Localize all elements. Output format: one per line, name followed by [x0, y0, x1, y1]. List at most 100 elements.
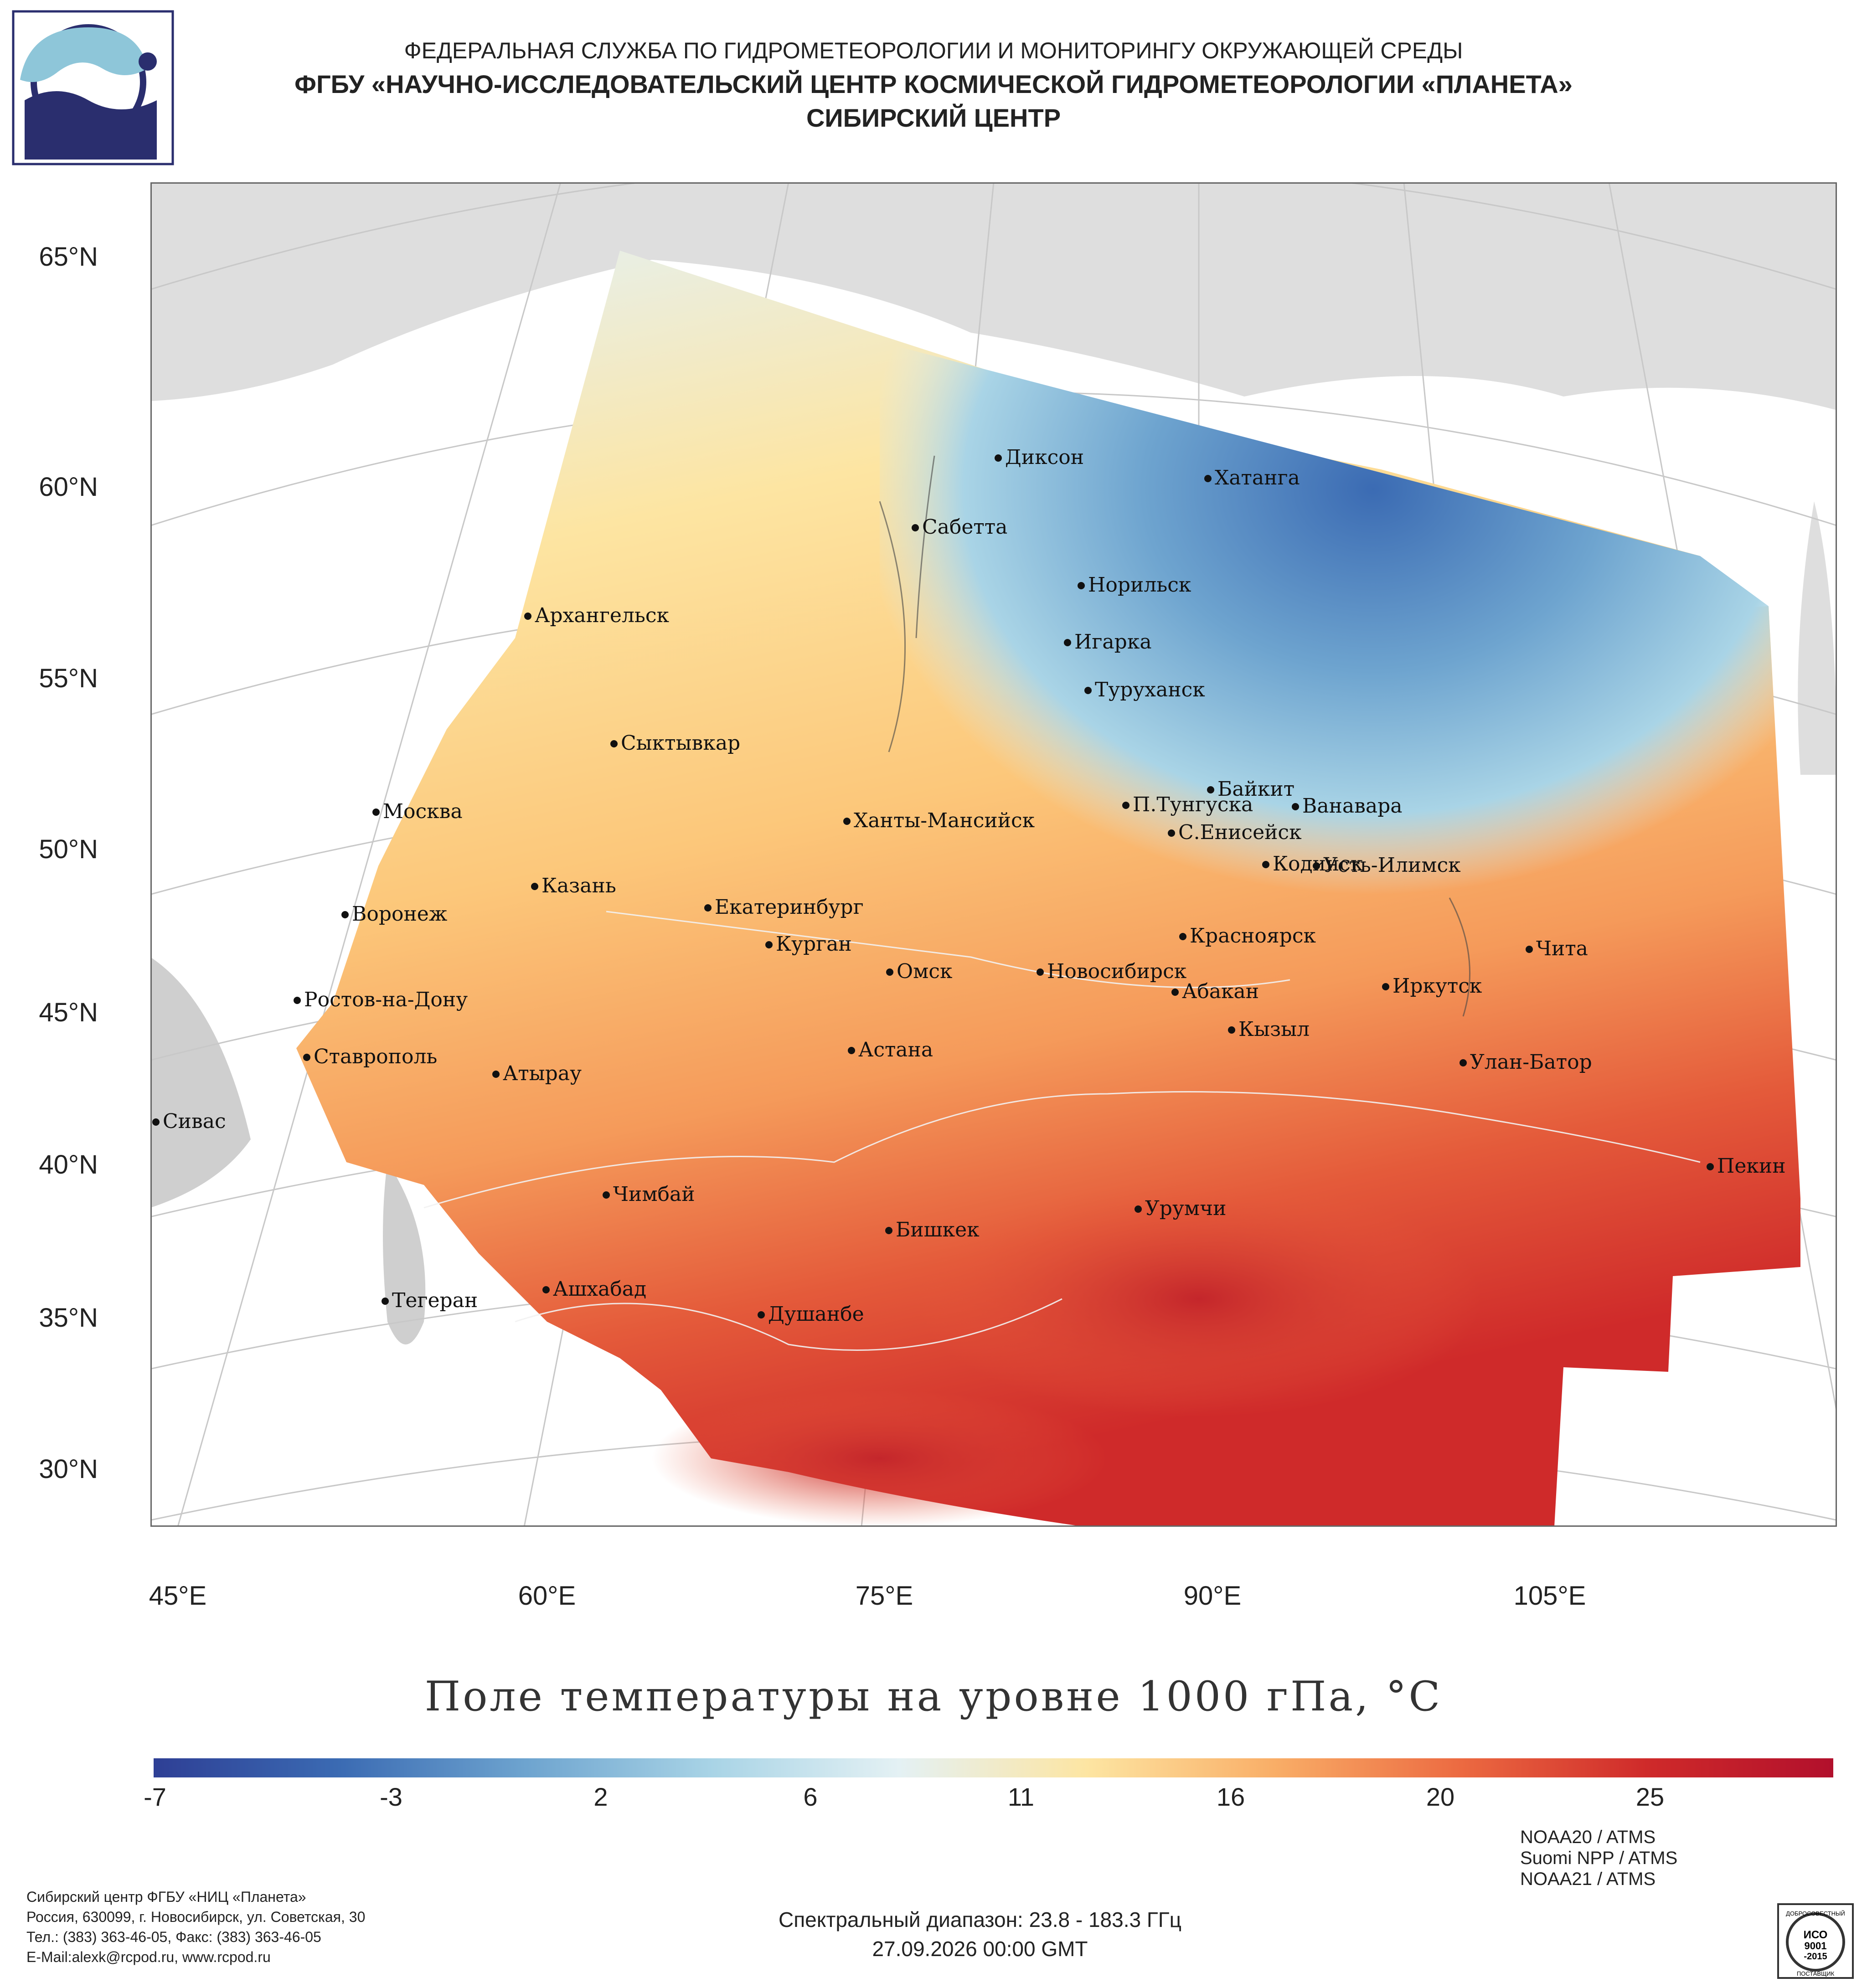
city-kazan: Казань: [531, 874, 616, 897]
city-khanty-mansiysk: Ханты-Мансийск: [843, 809, 1035, 832]
city-sabetta: Сабетта: [912, 515, 1007, 539]
colorbar-label: 11: [1007, 1782, 1035, 1811]
svg-text:Иркутск: Иркутск: [1393, 974, 1482, 998]
svg-text:Красноярск: Красноярск: [1190, 924, 1316, 948]
city-moskva: Москва: [372, 800, 463, 823]
svg-text:С.Енисейск: С.Енисейск: [1178, 821, 1302, 844]
city-dushanbe: Душанбе: [758, 1303, 864, 1326]
colorbar-label: 20: [1426, 1782, 1455, 1811]
city-ashkhabad: Ашхабад: [542, 1277, 646, 1301]
svg-text:Атырау: Атырау: [503, 1062, 582, 1085]
svg-text:Архангельск: Архангельск: [535, 604, 669, 627]
city-stavropol: Ставрополь: [303, 1045, 437, 1068]
svg-text:Ростов-на-Дону: Ростов-на-Дону: [304, 988, 468, 1011]
instrument: Suomi NPP / ATMS: [1520, 1848, 1678, 1868]
instrument-list: NOAA20 / ATMS Suomi NPP / ATMS NOAA21 / …: [1520, 1827, 1677, 1890]
svg-text:Улан-Батор: Улан-Батор: [1470, 1051, 1592, 1074]
svg-text:Кызыл: Кызыл: [1238, 1018, 1310, 1041]
footer-line: Тел.: (383) 363-46-05, Факс: (383) 363-4…: [26, 1929, 321, 1945]
city-s-eniseysk: С.Енисейск: [1168, 821, 1302, 844]
lat-label-50: 50°N: [39, 834, 98, 864]
svg-text:Ставрополь: Ставрополь: [314, 1045, 437, 1068]
city-syktyvkar: Сыктывкар: [610, 731, 740, 755]
lat-label-65: 65°N: [39, 242, 98, 272]
city-kyzyl: Кызыл: [1228, 1018, 1310, 1041]
colorbar-label: -7: [144, 1782, 166, 1811]
city-igarka: Игарка: [1064, 630, 1152, 654]
instrument: NOAA21 / ATMS: [1520, 1869, 1656, 1889]
city-turukhansk: Туруханск: [1084, 678, 1205, 701]
lat-label-30: 30°N: [39, 1454, 98, 1484]
svg-text:ИСО: ИСО: [1804, 1929, 1828, 1941]
city-ekaterinburg: Екатеринбург: [704, 896, 864, 919]
svg-text:Чита: Чита: [1536, 937, 1588, 960]
svg-text:Казань: Казань: [542, 874, 616, 897]
lat-label-55: 55°N: [39, 664, 98, 693]
svg-text:Игарка: Игарка: [1074, 630, 1152, 654]
lat-label-40: 40°N: [39, 1150, 98, 1179]
city-bishkek: Бишкек: [885, 1218, 980, 1241]
svg-text:Ашхабад: Ашхабад: [553, 1277, 646, 1301]
spectral-range: Спектральный диапазон: 23.8 - 183.3 ГГц: [778, 1908, 1182, 1931]
svg-text:Екатеринбург: Екатеринбург: [715, 896, 864, 919]
svg-text:9001: 9001: [1805, 1940, 1827, 1952]
city-rostov-na-donu: Ростов-на-Дону: [294, 988, 468, 1011]
lon-label-60: 60°E: [518, 1581, 576, 1611]
colorbar-label: 6: [803, 1782, 818, 1811]
svg-text:Москва: Москва: [383, 800, 463, 823]
city-vanavara: Ванавара: [1292, 794, 1403, 818]
city-chimbay: Чимбай: [603, 1183, 695, 1206]
city-norilsk: Норильск: [1078, 573, 1191, 597]
colorbar: [154, 1758, 1833, 1777]
svg-text:Душанбе: Душанбе: [768, 1303, 864, 1326]
svg-text:ПОСТАВЩИК: ПОСТАВЩИК: [1797, 1970, 1835, 1977]
svg-text:-2015: -2015: [1804, 1952, 1827, 1962]
footer-line: E-Mail:alexk@rcpod.ru, www.rcpod.ru: [26, 1949, 271, 1965]
planeta-logo: [12, 10, 174, 165]
colorbar-label: 16: [1216, 1782, 1245, 1811]
lat-label-45: 45°N: [39, 998, 98, 1027]
lon-label-90: 90°E: [1183, 1581, 1242, 1611]
svg-text:Бишкек: Бишкек: [896, 1218, 980, 1241]
svg-text:Курган: Курган: [776, 932, 852, 956]
header-organization: ФГБУ «НАУЧНО-ИССЛЕДОВАТЕЛЬСКИЙ ЦЕНТР КОС…: [294, 70, 1573, 98]
svg-text:Ханты-Мансийск: Ханты-Мансийск: [854, 809, 1035, 832]
svg-text:Сабетта: Сабетта: [922, 515, 1007, 539]
city-atyrau: Атырау: [492, 1062, 582, 1085]
datetime: 27.09.2026 00:00 GMT: [872, 1937, 1088, 1961]
city-sivas: Сивас: [152, 1110, 226, 1133]
city-omsk: Омск: [886, 960, 952, 983]
svg-text:Усть-Илимск: Усть-Илимск: [1323, 854, 1461, 877]
map-title: Поле температуры на уровне 1000 гПа, °C: [424, 1673, 1443, 1720]
svg-text:Норильск: Норильск: [1088, 573, 1191, 597]
instrument: NOAA20 / ATMS: [1520, 1827, 1656, 1847]
footer-line: Сибирский центр ФГБУ «НИЦ «Планета»: [26, 1889, 306, 1905]
city-dikson: Диксон: [995, 446, 1084, 469]
city-markers: Диксон Хатанга Сабетта Норильск Архангел…: [152, 446, 1786, 1326]
svg-text:Сивас: Сивас: [163, 1110, 226, 1133]
svg-text:Тегеран: Тегеран: [392, 1289, 478, 1312]
header-center: СИБИРСКИЙ ЦЕНТР: [806, 103, 1061, 132]
svg-text:Байкит: Байкит: [1217, 778, 1295, 801]
city-p-tunguska: П.Тунгуска: [1122, 793, 1253, 816]
footer-contacts: Сибирский центр ФГБУ «НИЦ «Планета» Росс…: [26, 1887, 365, 1967]
city-pekin: Пекин: [1707, 1154, 1786, 1178]
header-agency: ФЕДЕРАЛЬНАЯ СЛУЖБА ПО ГИДРОМЕТЕОРОЛОГИИ …: [404, 38, 1463, 63]
city-khatanga: Хатанга: [1204, 466, 1300, 489]
temperature-map: Диксон Хатанга Сабетта Норильск Архангел…: [150, 182, 1837, 1527]
colorbar-label: -3: [380, 1782, 402, 1811]
svg-text:Диксон: Диксон: [1005, 446, 1084, 469]
city-ulan-bator: Улан-Батор: [1460, 1051, 1592, 1074]
city-arkhangelsk: Архангельск: [524, 604, 669, 627]
city-baikit: Байкит: [1207, 778, 1295, 801]
svg-text:Сыктывкар: Сыктывкар: [621, 731, 740, 755]
svg-text:Новосибирск: Новосибирск: [1047, 960, 1186, 983]
city-voronezh: Воронеж: [341, 902, 447, 926]
svg-text:П.Тунгуска: П.Тунгуска: [1133, 793, 1253, 816]
city-irkutsk: Иркутск: [1382, 974, 1482, 998]
iso-badge: ДОБРОСОВЕСТНЫЙ ИСО 9001 -2015 ПОСТАВЩИК: [1777, 1903, 1854, 1979]
city-novosibirsk: Новосибирск: [1037, 960, 1186, 983]
svg-text:Ванавара: Ванавара: [1302, 794, 1403, 818]
svg-text:Пекин: Пекин: [1717, 1154, 1786, 1178]
svg-text:Абакан: Абакан: [1182, 980, 1259, 1003]
